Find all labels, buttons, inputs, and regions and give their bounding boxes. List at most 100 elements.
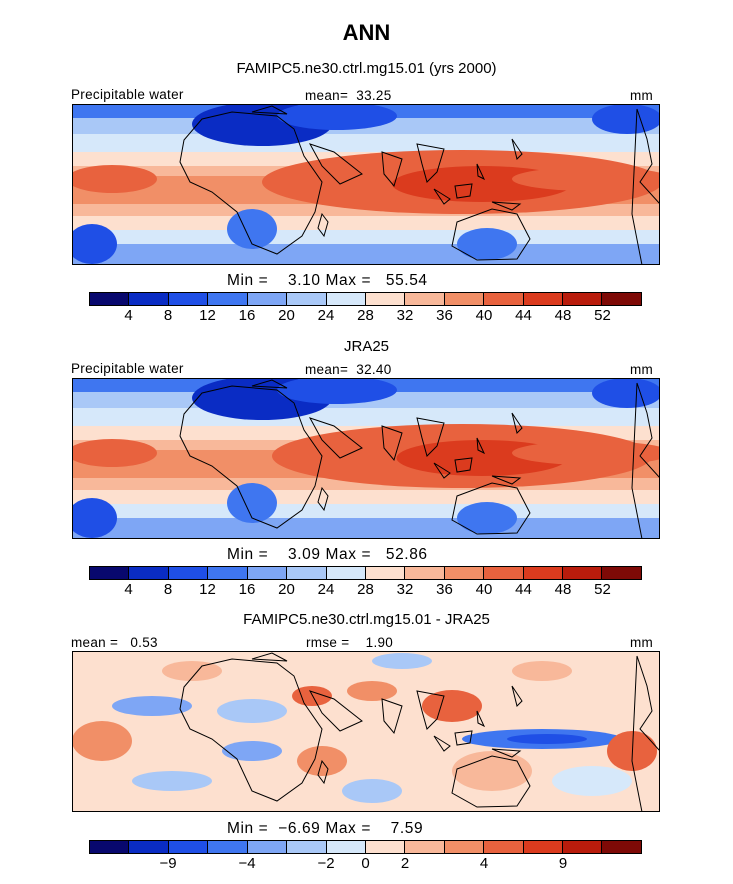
- anomaly-blob: [507, 734, 587, 744]
- coastline: [308, 143, 363, 185]
- colorbar-box: [602, 841, 641, 853]
- panel1-variable-label: Precipitable water: [71, 87, 184, 102]
- panel3-title: FAMIPC5.ne30.ctrl.mg15.01 - JRA25: [243, 611, 490, 628]
- colorbar-box: [523, 841, 564, 853]
- anomaly-blob: [72, 721, 132, 761]
- itcz-blob: [512, 167, 660, 191]
- colorbar-tick-label: 4: [124, 307, 133, 324]
- colorbar-tick-label: 32: [396, 307, 414, 324]
- colorbar-tick-label: 40: [475, 307, 493, 324]
- dry-na: [592, 104, 660, 134]
- colorbar-box: [90, 567, 130, 579]
- colorbar-box: [405, 293, 445, 305]
- dry-asia: [277, 378, 397, 404]
- colorbar-box: [444, 841, 485, 853]
- dry-kalahari: [227, 483, 277, 523]
- coastline: [451, 208, 531, 261]
- panel3-min-key: Min =: [227, 820, 269, 837]
- colorbar-box: [602, 293, 641, 305]
- colorbar-box: [563, 841, 603, 853]
- coastline: [308, 690, 363, 732]
- coastline: [416, 143, 445, 183]
- anomaly-blob: [162, 661, 222, 681]
- panel2-mean-key: mean=: [305, 362, 349, 377]
- panel1-title: FAMIPC5.ne30.ctrl.mg15.01 (yrs 2000): [236, 60, 497, 77]
- colorbar-tick-label: 16: [238, 307, 256, 324]
- colorbar-box: [90, 293, 130, 305]
- colorbar-box: [405, 841, 445, 853]
- field: [72, 651, 660, 812]
- map-frame: [72, 104, 660, 265]
- panel2-units-label: mm: [630, 362, 654, 377]
- coastline: [451, 755, 531, 808]
- coastline: [317, 759, 329, 785]
- anomaly-blob: [217, 699, 287, 723]
- colorbar-box: [484, 567, 524, 579]
- colorbar-box: [247, 841, 288, 853]
- coastline: [179, 111, 323, 255]
- coastline: [317, 212, 329, 238]
- anomaly-blob: [347, 681, 397, 701]
- colorbar-tick-label: 20: [278, 307, 295, 324]
- anomaly-blob: [452, 751, 532, 791]
- anomaly-blob: [112, 696, 192, 716]
- anomaly-blob: [372, 653, 432, 669]
- band: [72, 230, 660, 244]
- coastline: [317, 486, 329, 512]
- panel1-minmax: Min = 3.10 Max = 55.54: [227, 272, 428, 290]
- colorbar-box: [90, 841, 130, 853]
- band: [72, 134, 660, 152]
- colorbar-tick-label: −9: [159, 855, 177, 872]
- dry-asia: [277, 104, 397, 130]
- panel2-title: JRA25: [343, 338, 390, 355]
- colorbar-box: [168, 841, 209, 853]
- dry-australia: [457, 228, 517, 260]
- field: [72, 104, 660, 265]
- panel1-mean-value: 33.25: [356, 88, 392, 103]
- colorbar-tick-label: 4: [124, 581, 133, 598]
- colorbar-tick-label: 0: [361, 855, 370, 872]
- panel3-mean-value: 0.53: [130, 635, 158, 650]
- coastline: [491, 475, 522, 485]
- panel1-colorbar: [89, 292, 642, 306]
- colorbar-box: [208, 293, 248, 305]
- coastline: [631, 108, 660, 265]
- panel2-colorbar: [89, 566, 642, 580]
- band: [72, 518, 660, 539]
- dry-sa: [72, 498, 117, 538]
- band: [72, 408, 660, 426]
- colorbar-box: [484, 293, 524, 305]
- coastline: [251, 105, 288, 115]
- colorbar-box: [247, 567, 288, 579]
- coastline: [251, 379, 288, 389]
- colorbar-tick-label: 36: [436, 307, 453, 324]
- panel3-max-value: 7.59: [390, 820, 424, 837]
- coastlines: [179, 379, 660, 539]
- coastlines: [179, 105, 660, 265]
- coastline: [476, 138, 523, 181]
- colorbar-tick-label: 12: [199, 307, 216, 324]
- colorbar-box: [365, 841, 406, 853]
- atlantic-blob: [72, 165, 157, 193]
- colorbar-tick-label: 48: [554, 581, 572, 598]
- coastline: [433, 183, 473, 205]
- anomaly-blob: [222, 741, 282, 761]
- panel1-map: [72, 104, 660, 265]
- coastline: [476, 412, 523, 455]
- panel2-max-key: Max =: [325, 546, 372, 563]
- panel2-map: [72, 378, 660, 539]
- coastline: [416, 690, 445, 730]
- colorbar-box: [405, 567, 445, 579]
- colorbar-box: [208, 567, 248, 579]
- panel3-mean-label: mean = 0.53: [71, 635, 158, 650]
- panel2-mean-label: mean= 32.40: [305, 362, 392, 377]
- panel2-minmax: Min = 3.09 Max = 52.86: [227, 546, 428, 564]
- coastline: [381, 698, 403, 735]
- coastlines: [179, 652, 660, 812]
- colorbar-box: [168, 567, 209, 579]
- coastline: [381, 151, 403, 188]
- colorbar-box: [365, 567, 406, 579]
- field: [72, 378, 660, 539]
- colorbar-box: [444, 567, 485, 579]
- coastline: [381, 425, 403, 462]
